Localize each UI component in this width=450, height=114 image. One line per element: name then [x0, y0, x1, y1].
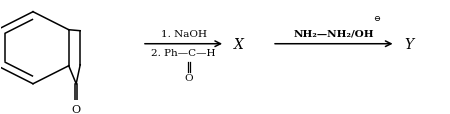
Text: O: O	[184, 73, 193, 82]
Text: Y: Y	[405, 37, 414, 51]
Text: O: O	[72, 104, 81, 114]
Text: ⊖: ⊖	[373, 15, 380, 22]
Text: 2. Ph—C—H: 2. Ph—C—H	[151, 48, 216, 57]
Text: NH₂—NH₂/OH: NH₂—NH₂/OH	[293, 29, 374, 38]
Text: X: X	[234, 37, 244, 51]
Text: 1. NaOH: 1. NaOH	[161, 29, 207, 38]
